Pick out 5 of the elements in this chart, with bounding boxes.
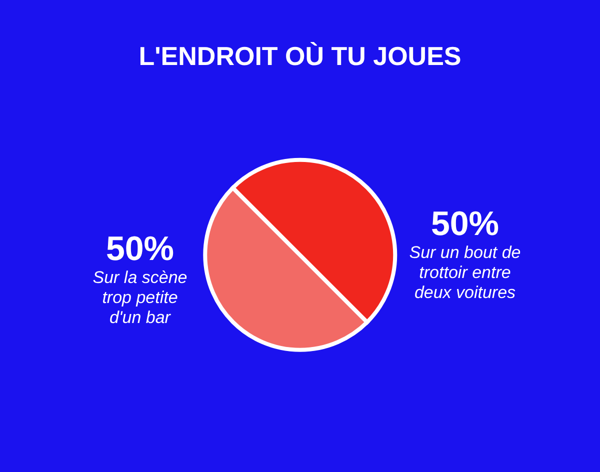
slice-label: Sur la scène trop petite d'un bar	[92, 268, 188, 327]
chart-title: L'ENDROIT OÙ TU JOUES	[138, 41, 462, 71]
data-label: 50%	[106, 230, 174, 268]
data-label: 50%	[430, 205, 500, 243]
slice-label: Sur un bout de trottoir entre deux voitures	[409, 243, 521, 302]
